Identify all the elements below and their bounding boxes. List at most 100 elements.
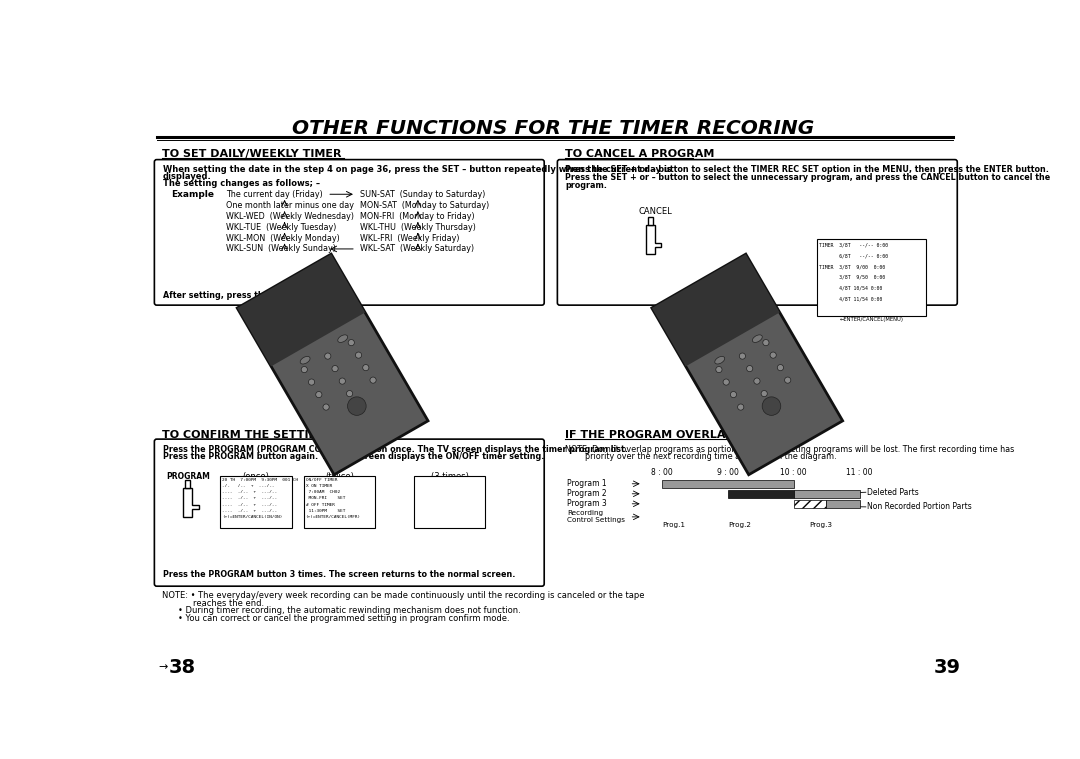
Text: Press the PROGRAM (PROGRAM CONFIRM) button once. The TV screen displays the time: Press the PROGRAM (PROGRAM CONFIRM) butt… (163, 445, 627, 454)
Text: Prog.3: Prog.3 (809, 521, 833, 528)
Text: ON/OFF TIMER: ON/OFF TIMER (306, 478, 337, 482)
Text: TO SET DAILY/WEEKLY TIMER: TO SET DAILY/WEEKLY TIMER (162, 150, 341, 159)
Ellipse shape (753, 335, 762, 342)
Text: MON-FRI    SET: MON-FRI SET (306, 496, 345, 500)
Text: Press the PROGRAM button 3 times. The screen returns to the normal screen.: Press the PROGRAM button 3 times. The sc… (163, 570, 515, 579)
Circle shape (325, 353, 330, 359)
Polygon shape (648, 217, 652, 225)
Circle shape (332, 366, 338, 372)
Text: WKL-THU  (Weekly Thursday): WKL-THU (Weekly Thursday) (360, 223, 475, 231)
Text: • You can correct or cancel the programmed setting in program confirm mode.: • You can correct or cancel the programm… (177, 614, 510, 623)
Text: TIMER  3/8T   --/-- 0:00: TIMER 3/8T --/-- 0:00 (819, 243, 888, 247)
Text: The setting changes as follows; –: The setting changes as follows; – (163, 179, 320, 188)
Circle shape (754, 378, 760, 384)
FancyBboxPatch shape (220, 476, 292, 528)
Text: 11:30PM    SET: 11:30PM SET (306, 509, 345, 513)
Text: 7:00AM  CH02: 7:00AM CH02 (306, 490, 339, 494)
Circle shape (339, 378, 346, 384)
Text: SUN-SAT  (Sunday to Saturday): SUN-SAT (Sunday to Saturday) (360, 190, 485, 199)
Circle shape (347, 391, 353, 397)
Text: ----  -/--  +  ---/--: ---- -/-- + ---/-- (221, 502, 276, 506)
Text: CANCEL: CANCEL (638, 207, 673, 216)
Circle shape (761, 391, 767, 397)
Text: One month later minus one day: One month later minus one day (227, 201, 354, 210)
Text: Prog.2: Prog.2 (728, 521, 751, 528)
Text: TO CONFIRM THE SETTINGS: TO CONFIRM THE SETTINGS (162, 430, 335, 440)
Circle shape (724, 379, 729, 385)
Polygon shape (186, 480, 190, 487)
Circle shape (355, 352, 362, 358)
Text: ----  -/--  +  ---/--: ---- -/-- + ---/-- (221, 509, 276, 513)
Polygon shape (646, 225, 661, 254)
Text: ←ENTER/CANCEL(MENU): ←ENTER/CANCEL(MENU) (839, 317, 903, 323)
Text: Press the PROGRAM button again. The TV screen displays the ON/OFF timer setting.: Press the PROGRAM button again. The TV s… (163, 452, 544, 461)
Text: -/-   /--  +  ---/--: -/- /-- + ---/-- (221, 484, 274, 488)
Text: (twice): (twice) (325, 471, 354, 480)
Polygon shape (238, 254, 428, 474)
FancyBboxPatch shape (414, 476, 485, 528)
FancyBboxPatch shape (557, 159, 957, 305)
Text: 8 : 00: 8 : 00 (651, 468, 673, 477)
Text: X ON TIMER: X ON TIMER (306, 484, 332, 488)
Text: 6/8T   --/-- 0:00: 6/8T --/-- 0:00 (819, 254, 888, 258)
Text: 3/8T  9/50  0:00: 3/8T 9/50 0:00 (819, 275, 885, 280)
Bar (794, 490, 860, 498)
Circle shape (716, 367, 723, 373)
Circle shape (363, 364, 369, 370)
Circle shape (309, 379, 314, 385)
Circle shape (323, 404, 329, 410)
Text: TIMER  3/8T  9/00  0:00: TIMER 3/8T 9/00 0:00 (819, 264, 885, 269)
FancyBboxPatch shape (154, 439, 544, 586)
Text: 11 : 00: 11 : 00 (847, 468, 873, 477)
Circle shape (770, 352, 777, 358)
Bar (794, 500, 826, 508)
Text: TO CANCEL A PROGRAM: TO CANCEL A PROGRAM (565, 150, 715, 159)
Text: MON-SAT  (Monday to Saturday): MON-SAT (Monday to Saturday) (360, 201, 489, 210)
Circle shape (740, 353, 745, 359)
Text: Program 2: Program 2 (567, 490, 607, 499)
FancyBboxPatch shape (303, 476, 375, 528)
Text: WKL-SAT  (Weekly Saturday): WKL-SAT (Weekly Saturday) (360, 244, 474, 254)
Text: OTHER FUNCTIONS FOR THE TIMER RECORING: OTHER FUNCTIONS FOR THE TIMER RECORING (293, 118, 814, 137)
Text: WKL-WED  (Weekly Wednesday): WKL-WED (Weekly Wednesday) (227, 212, 354, 221)
Text: 4/8T 10/54 0:00: 4/8T 10/54 0:00 (819, 285, 881, 291)
Text: After setting, press the ENTER button.: After setting, press the ENTER button. (163, 291, 337, 300)
Circle shape (730, 392, 737, 398)
Bar (728, 490, 794, 498)
FancyBboxPatch shape (154, 159, 544, 305)
Polygon shape (652, 254, 780, 367)
Circle shape (778, 364, 783, 370)
Circle shape (348, 397, 366, 415)
Polygon shape (183, 487, 199, 517)
Polygon shape (652, 254, 842, 474)
FancyBboxPatch shape (816, 239, 926, 316)
Circle shape (370, 377, 376, 383)
Ellipse shape (300, 357, 310, 364)
Text: program.: program. (565, 181, 607, 190)
Text: When setting the date in the step 4 on page 36, press the SET – button repeatedl: When setting the date in the step 4 on p… (163, 165, 672, 174)
Text: displayed.: displayed. (163, 172, 212, 181)
Text: 39: 39 (933, 657, 960, 676)
Text: (+)=ENTER/CANCEL(IN/ON): (+)=ENTER/CANCEL(IN/ON) (221, 515, 282, 519)
Text: Example: Example (171, 190, 214, 199)
Circle shape (746, 366, 753, 372)
Text: The current day (Friday): The current day (Friday) (227, 190, 323, 199)
Bar (662, 480, 794, 487)
Circle shape (738, 404, 744, 410)
Circle shape (762, 397, 781, 415)
Circle shape (315, 392, 322, 398)
Text: (3 times): (3 times) (431, 471, 469, 480)
Circle shape (784, 377, 791, 383)
Text: Program 1: Program 1 (567, 479, 607, 488)
Text: # OFF TIMER: # OFF TIMER (306, 502, 335, 506)
Text: Program 3: Program 3 (567, 499, 607, 509)
Text: WKL-MON  (Weekly Monday): WKL-MON (Weekly Monday) (227, 234, 340, 243)
Text: MON-FRI  (Monday to Friday): MON-FRI (Monday to Friday) (360, 212, 474, 221)
Text: 38: 38 (170, 657, 197, 676)
Text: • During timer recording, the automatic rewinding mechanism does not function.: • During timer recording, the automatic … (177, 606, 521, 616)
Text: (+)=ENTER/CANCEL(MFR): (+)=ENTER/CANCEL(MFR) (306, 515, 361, 519)
Text: NOTE: • The everyday/every week recording can be made continuously until the rec: NOTE: • The everyday/every week recordin… (162, 591, 645, 600)
Text: (once): (once) (243, 471, 269, 480)
Text: Press the SET + or – button to select the TIMER REC SET option in the MENU, then: Press the SET + or – button to select th… (565, 165, 1049, 174)
Text: priority over the next recording time as shown in the diagram.: priority over the next recording time as… (565, 452, 837, 461)
